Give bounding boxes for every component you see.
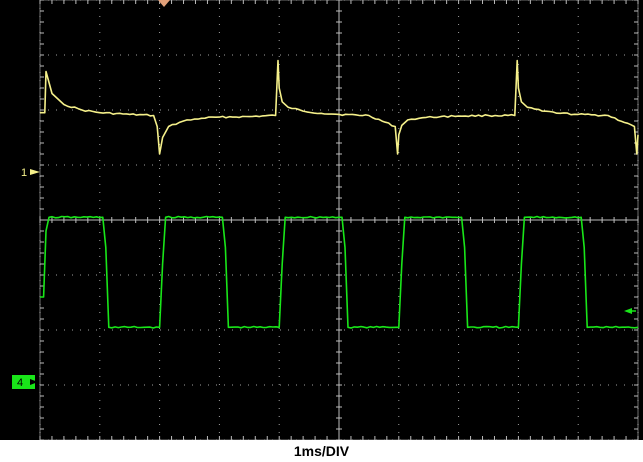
oscilloscope-screen: 1 4 xyxy=(0,0,643,440)
ch4-trigger-level-arrow-icon xyxy=(624,308,632,314)
trace-ch1 xyxy=(40,59,639,155)
ch4-marker-box xyxy=(12,375,35,389)
trace-ch4 xyxy=(40,215,639,329)
graticule xyxy=(39,0,639,440)
ch1-marker-label: 1 xyxy=(21,167,27,179)
timebase-label: 1ms/DIV xyxy=(293,443,350,459)
ch4-ground-arrow-icon xyxy=(30,379,38,385)
channel-markers: 1 4 xyxy=(12,0,636,389)
ch4-marker-label: 4 xyxy=(17,377,23,389)
ch1-ground-arrow-icon xyxy=(30,169,40,175)
graticule-border xyxy=(39,0,639,440)
traces xyxy=(40,59,639,329)
trigger-position-icon xyxy=(158,0,170,7)
